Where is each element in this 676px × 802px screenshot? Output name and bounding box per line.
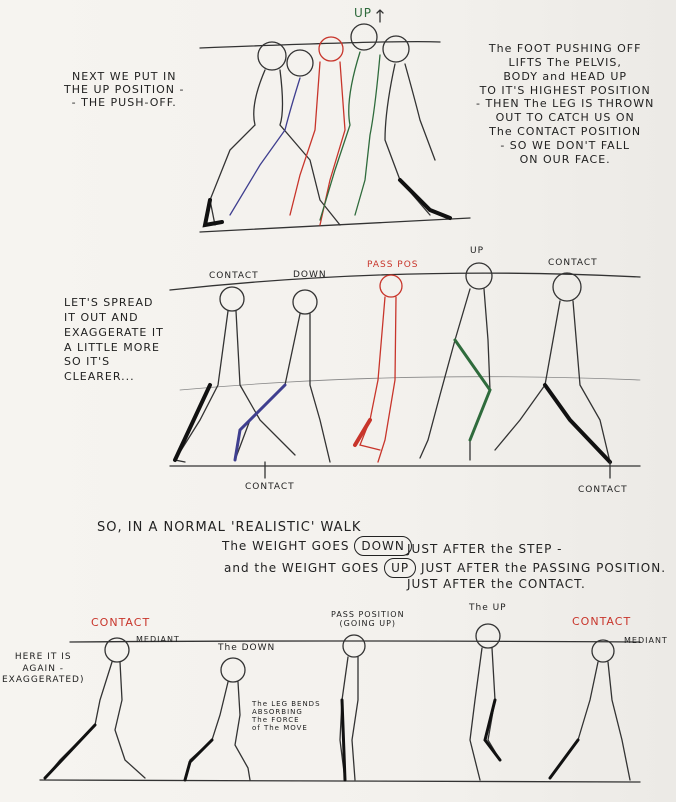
mediant-line (69, 640, 641, 643)
foot-pushing-note: The FOOT PUSHING OFF LIFTS The PELVIS, B… (476, 42, 655, 166)
head-height-line-mid (169, 272, 641, 291)
contact-right-label: CONTACT (572, 615, 632, 628)
label-pass-pos: PASS POS (367, 260, 419, 270)
pass-position-label: PASS POSITION (GOING UP) (331, 610, 405, 629)
after-step: JUST AFTER the STEP - (407, 542, 563, 557)
contact-bottom-right: CONTACT (578, 485, 628, 495)
down-circled: DOWN (354, 536, 412, 556)
weight-up-line: and the WEIGHT GOES UP JUST AFTER the PA… (224, 558, 666, 578)
up-label: UP (354, 6, 373, 20)
figure-head (257, 41, 287, 71)
after-passing: JUST AFTER the PASSING POSITION. (420, 561, 667, 575)
leg-bends-note: The LEG BENDS ABSORBING The FORCE of The… (252, 700, 321, 733)
contact-bottom-left: CONTACT (245, 482, 295, 492)
after-contact: JUST AFTER the CONTACT. (407, 577, 586, 592)
the-up-label: The UP (469, 603, 507, 613)
normal-walk-line: SO, IN A NORMAL 'REALISTIC' WALK (97, 520, 362, 535)
label-down: DOWN (293, 270, 327, 280)
again-note: HERE IT IS AGAIN - EXAGGERATED) (2, 652, 85, 686)
spread-note: LET'S SPREAD IT OUT AND EXAGGERATE IT A … (64, 296, 164, 384)
ground-line-top (199, 217, 471, 233)
push-off-note: NEXT WE PUT IN THE UP POSITION - - THE P… (64, 70, 185, 110)
up-circled: UP (384, 558, 417, 578)
after-step-text: JUST AFTER the STEP - JUST AFTER the CON… (407, 524, 586, 594)
the-down-label: The DOWN (218, 643, 276, 653)
label-contact-2: CONTACT (548, 258, 598, 268)
mediant-left-label: MEDIANT (136, 635, 180, 644)
weight-goes-text: The WEIGHT GOES (222, 539, 350, 553)
mediant-right-label: MEDIANT (624, 636, 668, 645)
head-height-line-top (199, 40, 441, 49)
and-weight-goes: and the WEIGHT GOES (224, 561, 380, 575)
weight-down-line: The WEIGHT GOES DOWN (222, 536, 412, 556)
label-contact-1: CONTACT (209, 271, 259, 281)
label-up: UP (470, 246, 485, 256)
ground-line-bottom (39, 779, 641, 783)
contact-left-label: CONTACT (91, 616, 151, 629)
